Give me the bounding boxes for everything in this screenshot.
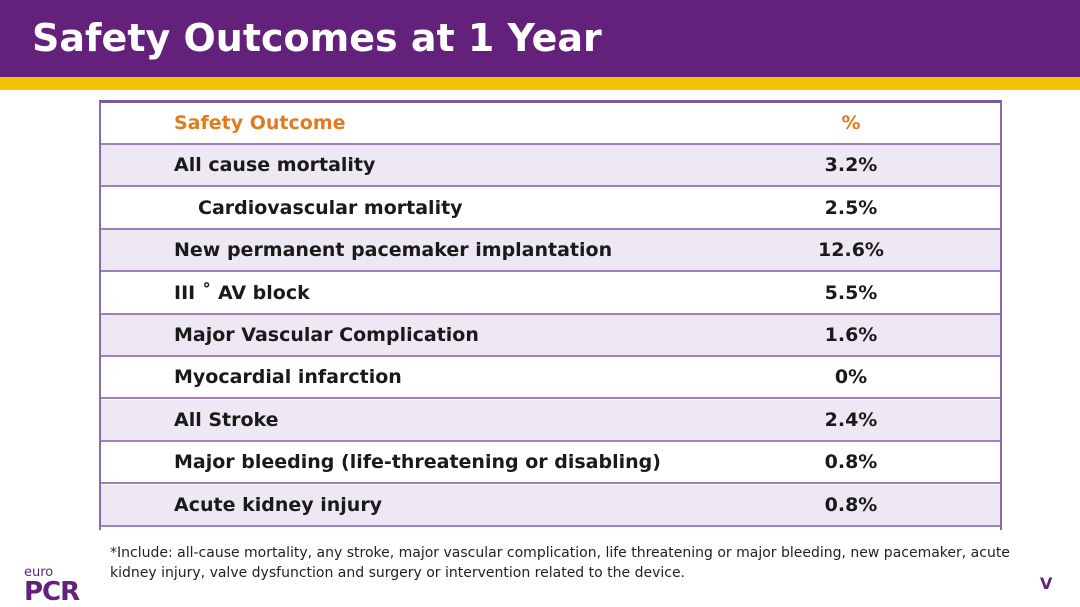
table-row: Acute kidney injury 0.8% [101, 485, 1000, 527]
outcome-label: III ˚ AV block [174, 282, 310, 304]
safety-outcomes-table: Safety Outcome % All cause mortality 3.2… [99, 100, 1002, 530]
outcome-percent: 0% [834, 366, 868, 388]
outcome-percent: 3.2% [824, 154, 878, 176]
outcome-percent: 0.8% [824, 451, 878, 473]
table-row: Myocardial infarction 0% [101, 357, 1000, 399]
outcome-label: Major Vascular Complication [174, 324, 479, 346]
outcome-percent: 12.6% [818, 239, 884, 261]
accent-bar [0, 77, 1080, 90]
outcome-label: All Stroke [174, 409, 279, 431]
logo-text-top: euro [24, 565, 54, 580]
table-row: Cardiovascular mortality 2.5% [101, 188, 1000, 230]
outcome-label: Cardiovascular mortality [198, 197, 463, 219]
outcome-label: All cause mortality [174, 154, 376, 176]
outcome-percent: 1.6% [824, 324, 878, 346]
table-row: Major Vascular Complication 1.6% [101, 315, 1000, 357]
slide-title: Safety Outcomes at 1 Year [32, 16, 602, 60]
table-header-row: Safety Outcome % [101, 103, 1000, 145]
europcr-logo: euro PCR [24, 563, 80, 605]
outcome-label: Major bleeding (life-threatening or disa… [174, 451, 661, 473]
table-row: Major bleeding (life-threatening or disa… [101, 442, 1000, 484]
outcome-label: Acute kidney injury [174, 494, 383, 516]
outcome-percent: 2.5% [824, 197, 878, 219]
header-percent: % [841, 112, 861, 134]
table-row: III ˚ AV block 5.5% [101, 273, 1000, 315]
table-row: New permanent pacemaker implantation 12.… [101, 230, 1000, 272]
outcome-percent: 5.5% [824, 282, 878, 304]
corner-mark: V [1040, 574, 1053, 593]
table-row: All cause mortality 3.2% [101, 145, 1000, 187]
logo-text-bottom: PCR [24, 577, 80, 607]
outcome-percent: 0.8% [824, 494, 878, 516]
outcome-label: Myocardial infarction [174, 366, 402, 388]
outcome-label: New permanent pacemaker implantation [174, 239, 613, 261]
outcome-percent: 2.4% [824, 409, 878, 431]
header-outcome: Safety Outcome [174, 112, 346, 134]
slide-header: Safety Outcomes at 1 Year [0, 0, 1080, 77]
footnote: *Include: all-cause mortality, any strok… [110, 545, 1010, 581]
table-row: All Stroke 2.4% [101, 400, 1000, 442]
